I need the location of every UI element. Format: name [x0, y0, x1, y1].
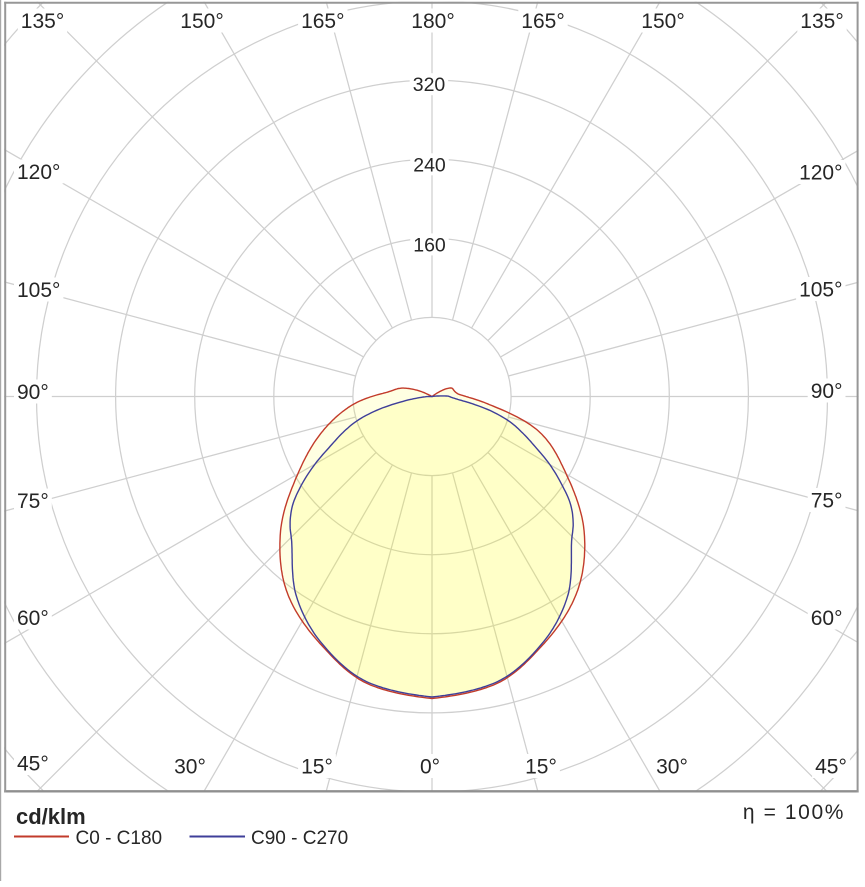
svg-text:120°: 120° [17, 161, 60, 184]
svg-text:105°: 105° [799, 279, 842, 302]
svg-text:165°: 165° [521, 10, 564, 33]
svg-text:75°: 75° [811, 490, 843, 513]
svg-text:150°: 150° [641, 10, 684, 33]
svg-text:45°: 45° [815, 756, 847, 779]
svg-text:135°: 135° [21, 10, 64, 33]
svg-text:165°: 165° [301, 10, 344, 33]
svg-text:90°: 90° [811, 380, 843, 403]
svg-text:60°: 60° [17, 607, 49, 630]
svg-text:45°: 45° [17, 753, 49, 776]
svg-text:90°: 90° [17, 381, 49, 404]
svg-text:60°: 60° [811, 607, 843, 630]
svg-text:150°: 150° [180, 10, 223, 33]
svg-text:120°: 120° [799, 162, 842, 185]
svg-text:15°: 15° [301, 756, 333, 779]
svg-text:135°: 135° [800, 10, 843, 33]
svg-text:105°: 105° [17, 279, 60, 302]
svg-text:30°: 30° [174, 756, 206, 779]
svg-text:180°: 180° [411, 10, 454, 33]
svg-text:75°: 75° [17, 490, 49, 513]
svg-text:15°: 15° [525, 756, 557, 779]
svg-text:C0 - C180: C0 - C180 [76, 828, 163, 849]
svg-text:30°: 30° [656, 756, 688, 779]
svg-text:η = 100%: η = 100% [743, 801, 845, 824]
svg-text:240: 240 [413, 154, 446, 176]
svg-text:320: 320 [413, 74, 446, 96]
svg-text:160: 160 [413, 234, 446, 256]
svg-text:cd/klm: cd/klm [16, 804, 86, 829]
svg-text:C90 - C270: C90 - C270 [251, 828, 348, 849]
svg-text:0°: 0° [420, 756, 440, 779]
